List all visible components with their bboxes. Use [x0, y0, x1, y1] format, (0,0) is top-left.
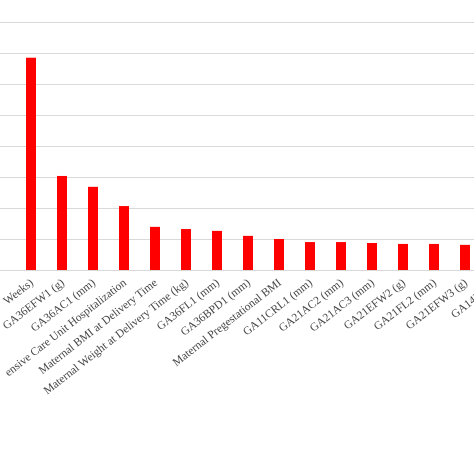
bar [336, 242, 346, 270]
bar [274, 238, 284, 270]
bar [26, 57, 36, 270]
bar [305, 242, 315, 270]
bar [181, 229, 191, 270]
bar [119, 206, 129, 270]
bar [88, 186, 98, 270]
bar [398, 243, 408, 270]
bar [57, 175, 67, 270]
bar [212, 230, 222, 270]
bar [150, 226, 160, 270]
bar [429, 243, 439, 270]
bar [367, 243, 377, 270]
bar [243, 235, 253, 270]
bar [460, 244, 470, 270]
